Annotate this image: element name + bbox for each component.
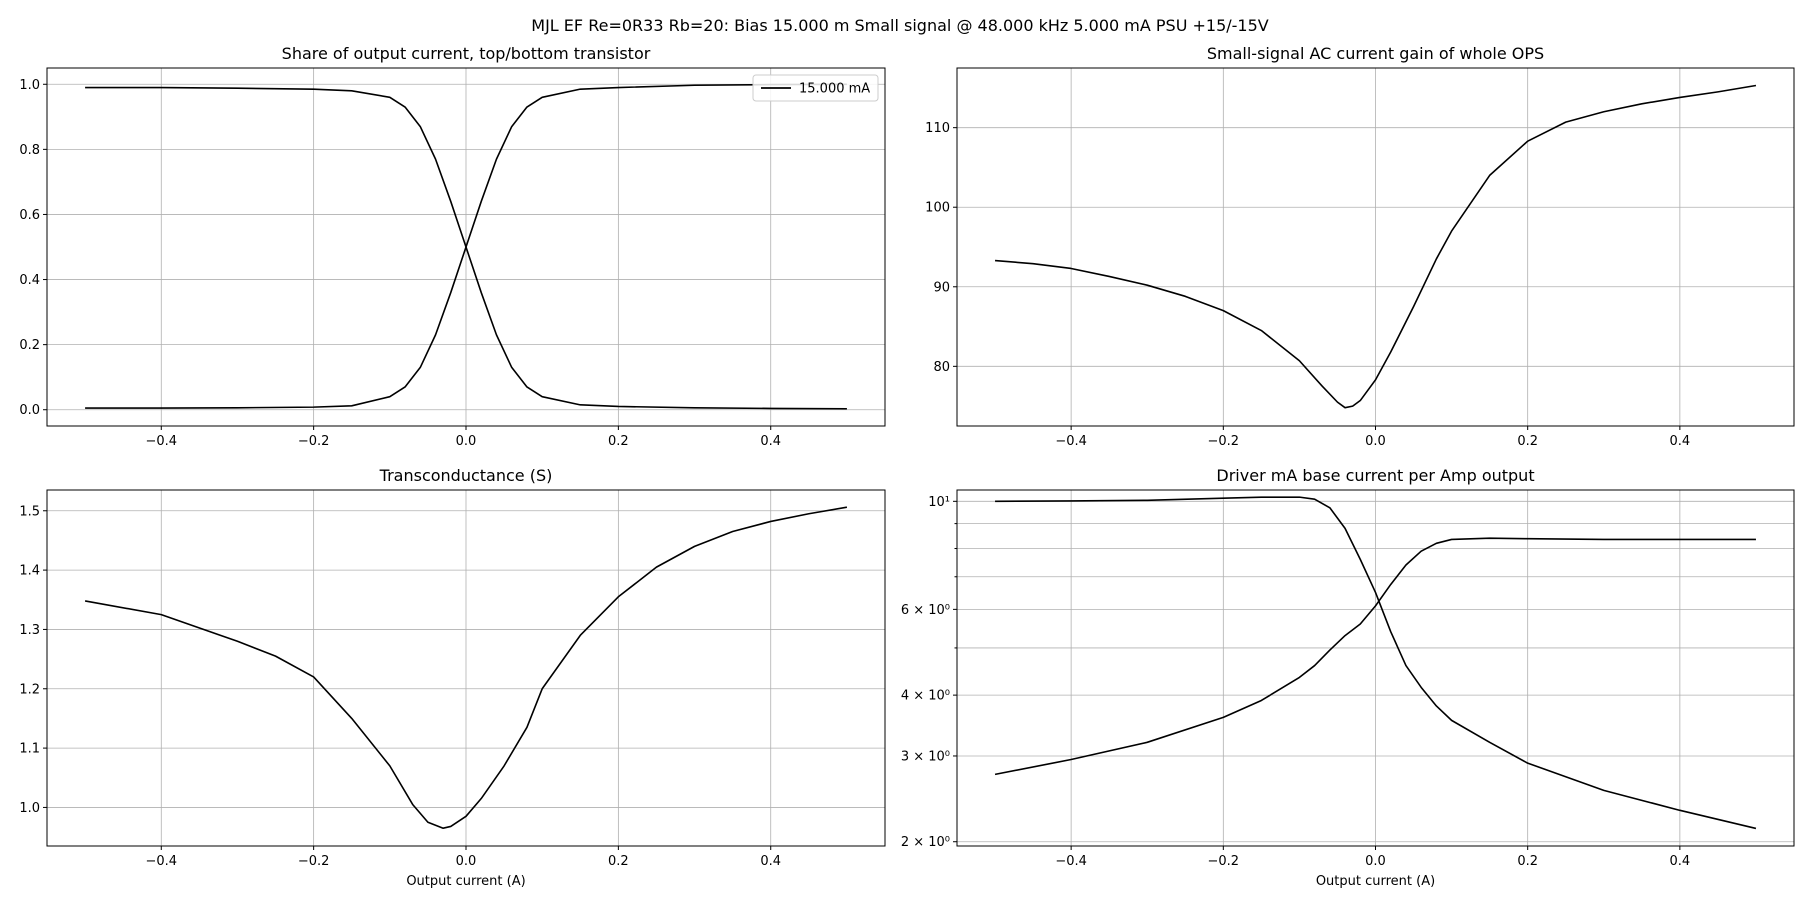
x-tick-label: 0.2 <box>608 434 629 449</box>
y-tick-label: 80 <box>933 360 950 375</box>
chart-title: Transconductance (S) <box>379 466 553 485</box>
y-tick-label: 1.0 <box>19 78 40 93</box>
x-tick-label: 0.0 <box>456 434 477 449</box>
x-tick-label: 0.0 <box>1365 854 1386 869</box>
x-tick-label: 0.4 <box>760 434 781 449</box>
y-tick-label: 90 <box>933 280 950 295</box>
x-tick-label: 0.4 <box>1670 434 1691 449</box>
x-tick-label: −0.2 <box>1208 854 1240 869</box>
y-tick-label: 1.2 <box>19 682 40 697</box>
panels: −0.4 −0.2 0.0 0.2 0.4 0.0 0.2 0.4 0.6 0.8 1.0 Share… <box>19 44 1795 889</box>
x-tick-label: −0.2 <box>298 434 330 449</box>
chart-title: Small-signal AC current gain of whole OP… <box>1207 44 1544 63</box>
y-tick-label: 6 × 10⁰ <box>901 603 950 618</box>
y-tick-label: 0.6 <box>19 208 40 223</box>
series-line-1 <box>994 84 1757 409</box>
y-tick-label: 1.1 <box>19 742 40 757</box>
x-tick-label: −0.4 <box>1055 854 1087 869</box>
series-line-2 <box>994 537 1756 776</box>
x-tick-label: 0.4 <box>1670 854 1691 869</box>
x-tick-label: −0.4 <box>1055 434 1087 449</box>
x-tick-label: 0.0 <box>1365 434 1386 449</box>
x-tick-label: 0.2 <box>608 854 629 869</box>
chart-panel-4: −0.4 −0.2 0.0 0.2 0.4 2 × 10⁰ 3 × 10⁰ 4 × 10⁰ 6 … <box>901 466 1795 889</box>
y-tick-label: 3 × 10⁰ <box>901 749 950 764</box>
chart-panel-1: −0.4 −0.2 0.0 0.2 0.4 0.0 0.2 0.4 0.6 0.8 1.0 Share… <box>19 44 886 449</box>
y-tick-label: 100 <box>925 201 950 216</box>
x-tick-label: −0.4 <box>145 434 177 449</box>
chart-title: Driver mA base current per Amp output <box>1216 466 1534 485</box>
legend-box <box>752 74 879 102</box>
y-tick-label: 1.0 <box>19 801 40 816</box>
series-line-1 <box>84 506 848 830</box>
chart-panel-2: −0.4 −0.2 0.0 0.2 0.4 80 90 100 110 Small-signal … <box>925 44 1795 449</box>
y-tick-label: 0.8 <box>19 143 40 158</box>
y-tick-label: 10¹ <box>928 495 950 510</box>
y-tick-label: 4 × 10⁰ <box>901 689 950 704</box>
chart-panel-3: −0.4 −0.2 0.0 0.2 0.4 1.0 1.1 1.2 1.3 1.4 1.5 Trans… <box>19 466 886 889</box>
x-tick-label: −0.4 <box>145 854 177 869</box>
y-tick-label: 1.5 <box>19 504 40 519</box>
y-tick-label: 110 <box>925 121 950 136</box>
series-line-2 <box>85 83 847 409</box>
y-tick-label: 2 × 10⁰ <box>901 835 950 850</box>
y-tick-label: 1.4 <box>19 564 40 579</box>
x-tick-label: 0.0 <box>456 854 477 869</box>
x-axis-label: Output current (A) <box>1316 874 1435 889</box>
figure-suptitle: MJL EF Re=0R33 Rb=20: Bias 15.000 m Smal… <box>531 16 1268 35</box>
y-tick-label: 1.3 <box>19 623 40 638</box>
y-tick-label: 0.4 <box>19 273 40 288</box>
x-tick-label: −0.2 <box>298 854 330 869</box>
legend: 15.000 mA <box>752 74 879 102</box>
x-axis-label: Output current (A) <box>406 874 525 889</box>
y-tick-label: 0.2 <box>19 338 40 353</box>
x-tick-label: 0.2 <box>1517 434 1538 449</box>
y-tick-label: 0.0 <box>19 403 40 418</box>
x-tick-label: −0.2 <box>1208 434 1240 449</box>
series-line-1 <box>995 496 1757 830</box>
legend-label: 15.000 mA <box>799 82 870 97</box>
chart-title: Share of output current, top/bottom tran… <box>282 44 651 63</box>
x-tick-label: 0.2 <box>1517 854 1538 869</box>
x-tick-label: 0.4 <box>760 854 781 869</box>
